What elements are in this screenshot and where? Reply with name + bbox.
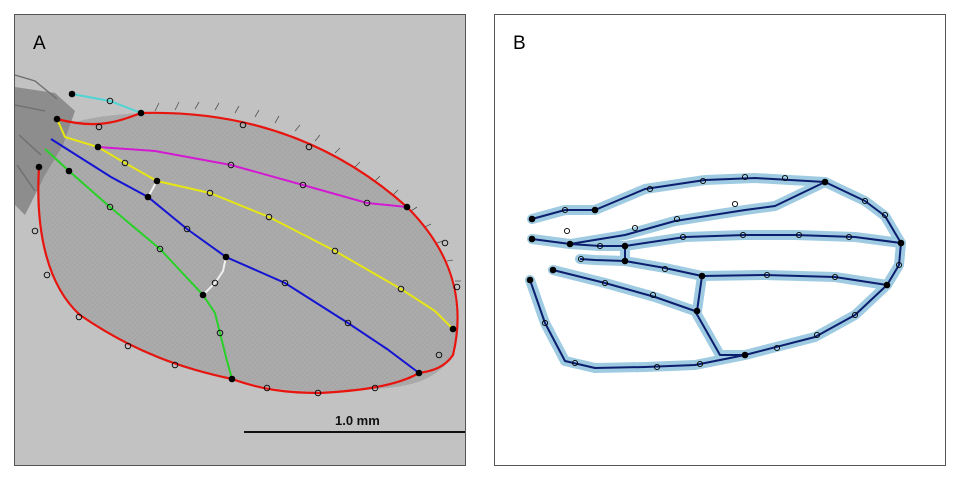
panel-b-label: B	[513, 33, 526, 54]
wing-model-figure	[525, 173, 906, 373]
semilandmarks-open	[31, 97, 461, 397]
model-vein-cu	[552, 269, 745, 356]
crossvein-posterior	[202, 256, 227, 296]
landmarks-filled	[35, 90, 457, 383]
model-vein-costa	[531, 177, 826, 220]
model-vein-short	[569, 243, 626, 262]
model-crossvein	[696, 275, 703, 312]
model-veins	[529, 177, 902, 369]
model-vein-r45	[624, 234, 902, 247]
panel-a-wing-photo: A 1.0 mm	[14, 14, 466, 466]
panel-b-wing-model: B	[494, 14, 946, 466]
model-landmarks-filled	[526, 178, 905, 359]
costal-bristles	[154, 101, 461, 282]
model-vein-m	[624, 260, 888, 286]
wing-photo-figure	[15, 74, 465, 433]
model-semilandmarks-open	[541, 173, 903, 371]
vein-yellow	[56, 118, 454, 330]
vein-magenta	[97, 146, 408, 208]
model-halo	[525, 173, 906, 373]
vein-cyan	[71, 93, 142, 114]
scale-bar-label: 1.0 mm	[335, 413, 380, 428]
panel-a-label: A	[33, 33, 46, 54]
